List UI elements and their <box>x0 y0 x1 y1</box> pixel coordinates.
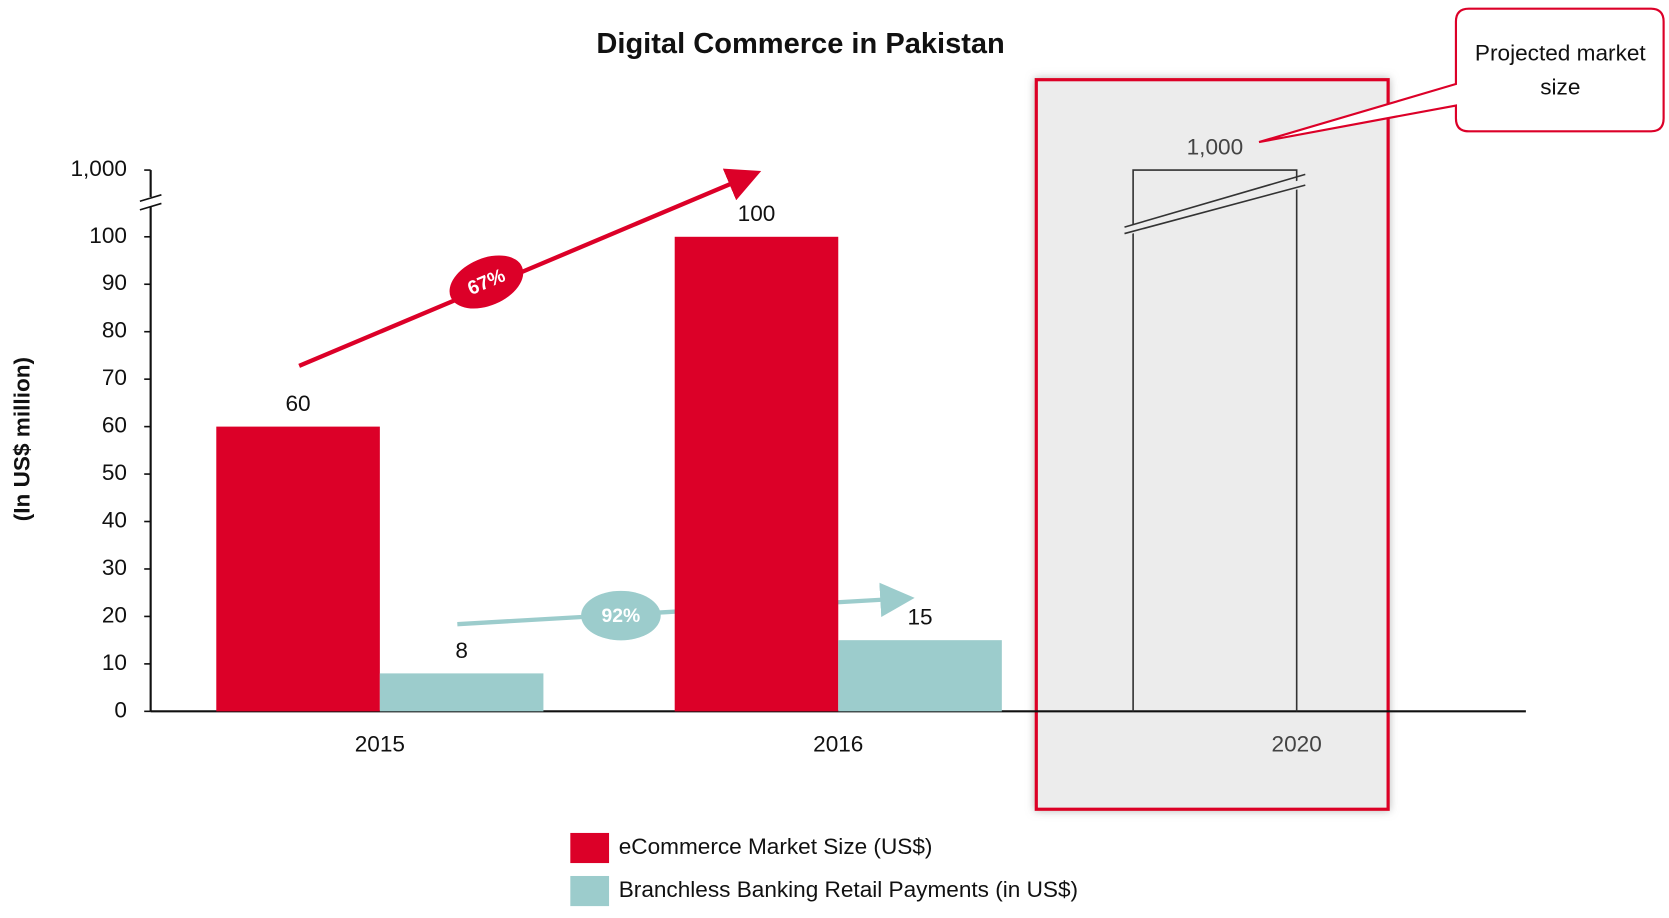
callout-text: Projected market size <box>1474 40 1646 101</box>
legend-label: eCommerce Market Size (US$) <box>619 834 933 859</box>
value-label: 1,000 <box>1187 135 1244 160</box>
y-tick-label: 10 <box>102 650 127 675</box>
value-label: 8 <box>455 638 468 663</box>
highlight-panel <box>1034 78 1390 811</box>
x-tick-label: 2020 <box>1272 732 1322 757</box>
bar-break <box>1124 184 1306 235</box>
y-tick-label: 60 <box>102 413 127 438</box>
growth-label: 92% <box>602 605 641 627</box>
y-tick-label: 50 <box>102 460 127 485</box>
y-tick-label: 0 <box>114 697 127 722</box>
y-tick-label: 90 <box>102 270 127 295</box>
y-tick-label: 70 <box>102 365 127 390</box>
bar <box>674 236 839 712</box>
y-axis-label: (In US$ million) <box>10 357 35 521</box>
callout-box <box>1258 7 1665 144</box>
growth-badge <box>449 255 524 309</box>
legend-swatch <box>570 875 610 907</box>
x-tick-label: 2015 <box>355 732 405 757</box>
legend-swatch <box>570 832 610 864</box>
growth-arrow <box>298 168 762 368</box>
y-tick-label: 20 <box>102 602 127 627</box>
callout: Projected market size <box>1474 40 1646 101</box>
axis-break <box>139 202 162 211</box>
value-label: 60 <box>286 391 311 416</box>
y-tick-label: 100 <box>89 223 127 248</box>
bar <box>838 640 1002 712</box>
y-tick-label: 80 <box>102 318 127 343</box>
chart-title: Digital Commerce in Pakistan <box>596 28 1004 60</box>
y-tick-label: 30 <box>102 555 127 580</box>
growth-badge <box>581 590 661 641</box>
y-tick-label: 1,000 <box>70 156 127 181</box>
axis-break <box>139 194 162 203</box>
legend-label: Branchless Banking Retail Payments (in U… <box>619 877 1078 902</box>
value-label: 15 <box>907 605 932 630</box>
x-tick-label: 2016 <box>813 732 863 757</box>
bar-break <box>1124 173 1306 228</box>
bar <box>216 426 380 712</box>
value-label: 100 <box>738 201 776 226</box>
bar <box>379 673 544 712</box>
projected-bar <box>1132 169 1298 712</box>
y-tick-label: 40 <box>102 507 127 532</box>
